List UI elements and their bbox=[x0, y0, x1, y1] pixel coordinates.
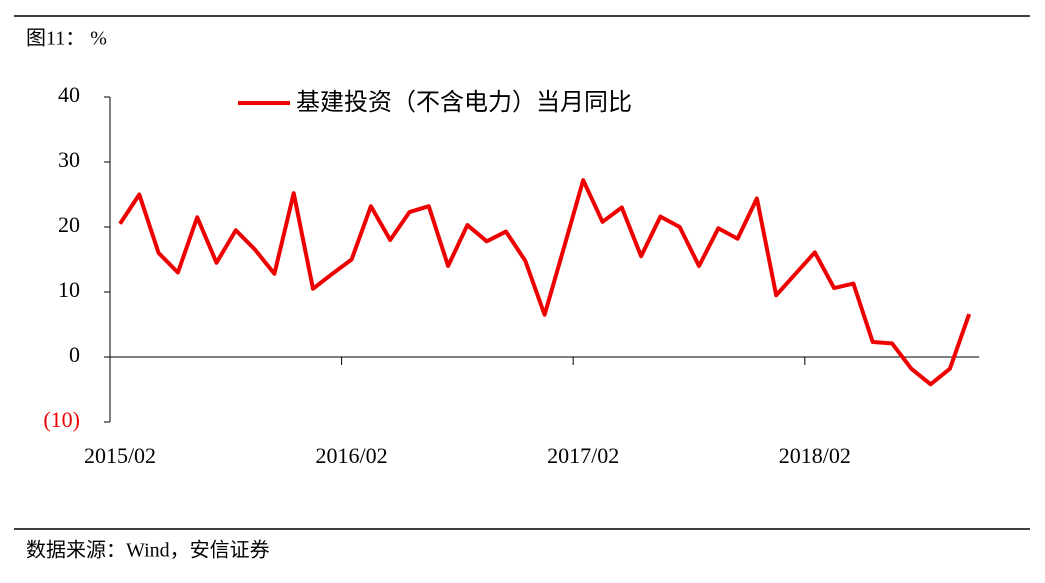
x-tick-label: 2018/02 bbox=[779, 443, 851, 468]
series-line bbox=[118, 178, 972, 387]
x-tick-label: 2017/02 bbox=[547, 443, 619, 468]
y-tick-label: 20 bbox=[58, 212, 80, 237]
legend-label: 基建投资（不含电力）当月同比 bbox=[296, 88, 632, 116]
y-tick-label: (10) bbox=[43, 407, 80, 432]
y-tick-label: 40 bbox=[58, 82, 80, 107]
header: 图11： % bbox=[26, 28, 107, 50]
x-tick-label: 2016/02 bbox=[316, 443, 388, 468]
x-tick-label: 2015/02 bbox=[84, 443, 156, 468]
footer: 数据来源：Wind，安信证券 bbox=[26, 539, 270, 562]
y-tick-label: 10 bbox=[58, 277, 80, 302]
y-tick-label: 0 bbox=[69, 342, 80, 367]
y-tick-label: 30 bbox=[58, 147, 80, 172]
